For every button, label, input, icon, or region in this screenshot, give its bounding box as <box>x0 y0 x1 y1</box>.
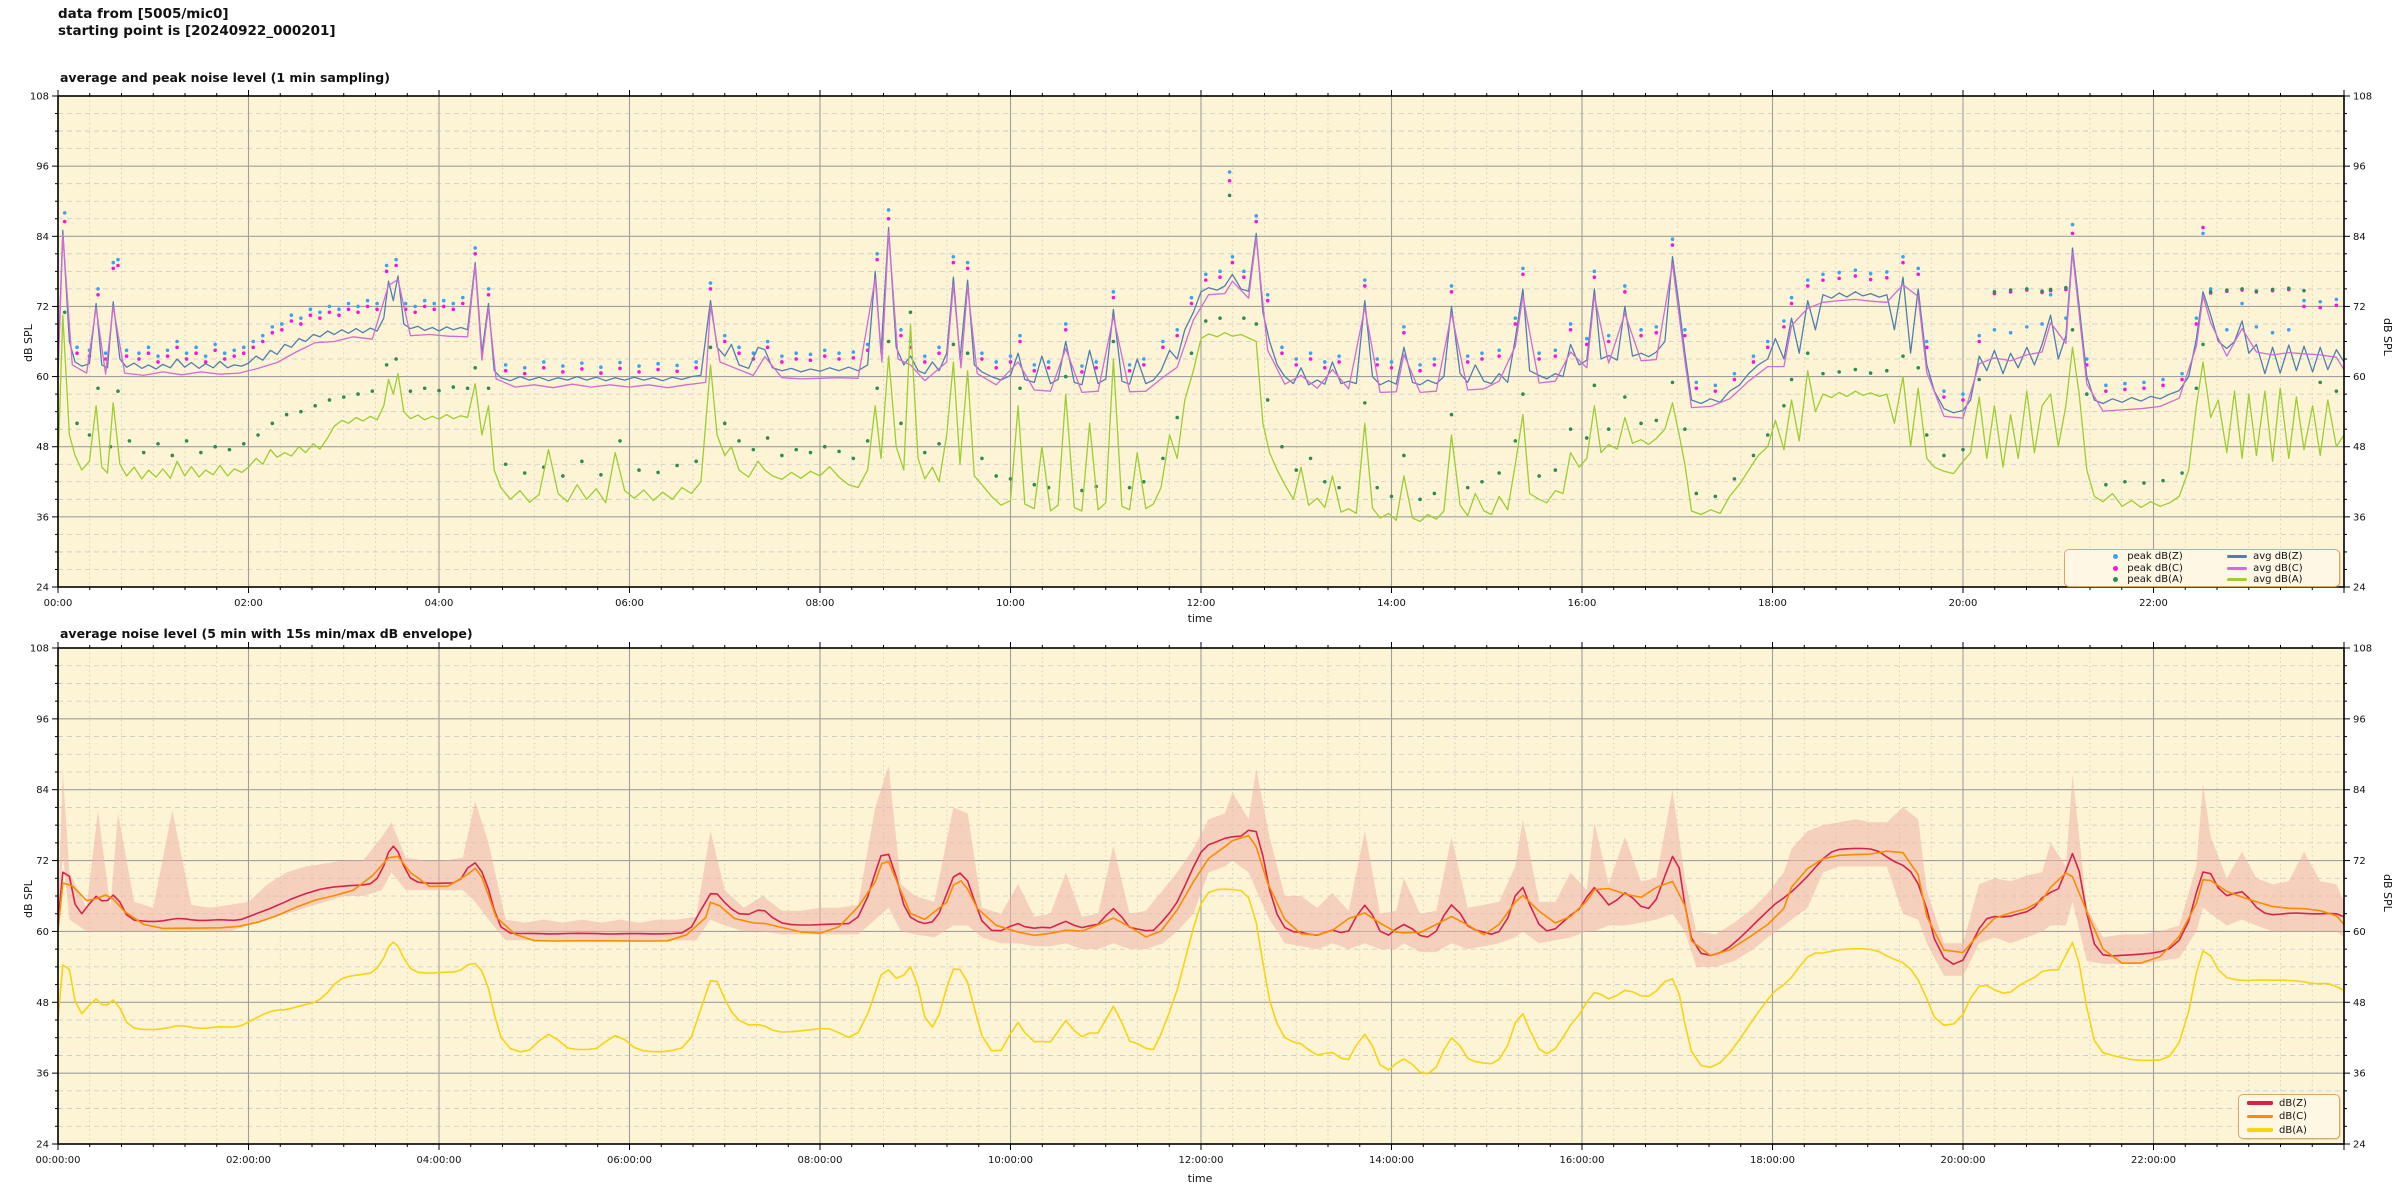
bottom-chart-legend: dB(Z) dB(C) dB(A) <box>2238 1094 2340 1139</box>
svg-text:36: 36 <box>2353 512 2366 523</box>
top-chart-title: average and peak noise level (1 min samp… <box>60 70 390 85</box>
svg-text:96: 96 <box>36 714 49 725</box>
svg-text:02:00: 02:00 <box>234 598 263 609</box>
legend-item-avg-dbc: avg dB(C) <box>2219 563 2303 574</box>
svg-text:36: 36 <box>36 1069 49 1080</box>
svg-text:48: 48 <box>36 998 49 1009</box>
svg-text:08:00:00: 08:00:00 <box>798 1155 843 1166</box>
avg-dba-line-icon <box>2227 578 2248 582</box>
bottom-yaxis-label-right: dB SPL <box>2381 874 2394 912</box>
dbz-line-icon <box>2247 1101 2273 1105</box>
svg-text:96: 96 <box>2353 714 2366 725</box>
svg-text:48: 48 <box>2353 442 2366 453</box>
avg-dbc-line-icon <box>2227 566 2248 570</box>
svg-text:18:00:00: 18:00:00 <box>1750 1155 1795 1166</box>
legend-item-avg-dbz: avg dB(Z) <box>2219 551 2303 562</box>
svg-text:24: 24 <box>2353 583 2366 594</box>
legend-label: dB(A) <box>2279 1124 2307 1136</box>
svg-text:60: 60 <box>36 372 49 383</box>
legend-label: avg dB(A) <box>2253 574 2303 586</box>
svg-text:108: 108 <box>30 644 49 655</box>
dbc-line-icon <box>2247 1114 2273 1119</box>
svg-text:12:00:00: 12:00:00 <box>1179 1155 1224 1166</box>
svg-text:72: 72 <box>36 302 49 313</box>
svg-text:12:00: 12:00 <box>1187 598 1216 609</box>
legend-label: dB(Z) <box>2279 1097 2307 1109</box>
svg-text:84: 84 <box>2353 785 2366 796</box>
svg-text:02:00:00: 02:00:00 <box>226 1155 271 1166</box>
svg-text:10:00: 10:00 <box>996 598 1025 609</box>
svg-text:08:00: 08:00 <box>806 598 835 609</box>
bottom-chart-title: average noise level (5 min with 15s min/… <box>60 626 473 641</box>
peak-dbz-marker-icon <box>2113 553 2119 559</box>
svg-text:06:00: 06:00 <box>615 598 644 609</box>
svg-text:16:00:00: 16:00:00 <box>1560 1155 1605 1166</box>
svg-text:84: 84 <box>36 232 49 243</box>
svg-text:48: 48 <box>2353 998 2366 1009</box>
legend-label: peak dB(C) <box>2127 562 2183 574</box>
svg-text:20:00: 20:00 <box>1949 598 1978 609</box>
svg-text:48: 48 <box>36 442 49 453</box>
svg-text:10:00:00: 10:00:00 <box>988 1155 1033 1166</box>
svg-text:04:00: 04:00 <box>425 598 454 609</box>
svg-text:60: 60 <box>36 927 49 938</box>
bottom-yaxis-label-left: dB SPL <box>22 880 35 918</box>
legend-item-peak-dba: peak dB(A) <box>2101 574 2183 585</box>
legend-item-peak-dbz: peak dB(Z) <box>2101 551 2183 562</box>
svg-text:60: 60 <box>2353 927 2366 938</box>
legend-item-peak-dbc: peak dB(C) <box>2101 563 2183 574</box>
svg-text:18:00: 18:00 <box>1758 598 1787 609</box>
svg-text:96: 96 <box>36 162 49 173</box>
header-start-point: starting point is [20240922_000201] <box>58 23 336 39</box>
svg-text:60: 60 <box>2353 372 2366 383</box>
peak-dba-marker-icon <box>2113 577 2119 583</box>
legend-label: dB(C) <box>2279 1111 2307 1122</box>
peak-dbc-marker-icon <box>2113 565 2119 571</box>
svg-text:04:00:00: 04:00:00 <box>417 1155 462 1166</box>
svg-text:96: 96 <box>2353 162 2366 173</box>
dba-line-icon <box>2247 1128 2273 1132</box>
legend-label: avg dB(C) <box>2253 562 2303 574</box>
svg-text:00:00: 00:00 <box>44 598 73 609</box>
svg-text:22:00:00: 22:00:00 <box>2131 1155 2176 1166</box>
svg-text:06:00:00: 06:00:00 <box>607 1155 652 1166</box>
svg-text:14:00:00: 14:00:00 <box>1369 1155 1414 1166</box>
top-yaxis-label-right: dB SPL <box>2381 318 2394 356</box>
svg-text:72: 72 <box>2353 856 2366 867</box>
svg-text:108: 108 <box>30 92 49 103</box>
svg-text:84: 84 <box>36 785 49 796</box>
svg-text:16:00: 16:00 <box>1568 598 1597 609</box>
svg-text:36: 36 <box>2353 1069 2366 1080</box>
avg-dbz-line-icon <box>2227 554 2248 558</box>
header-data-source: data from [5005/mic0] <box>58 6 229 22</box>
legend-item-avg-dba: avg dB(A) <box>2219 574 2303 585</box>
svg-text:108: 108 <box>2353 92 2372 103</box>
legend-label: peak dB(Z) <box>2127 550 2183 562</box>
svg-text:00:00:00: 00:00:00 <box>36 1155 81 1166</box>
svg-text:24: 24 <box>36 583 49 594</box>
svg-text:24: 24 <box>36 1140 49 1151</box>
bottom-xaxis-label: time <box>1187 1172 1213 1185</box>
svg-text:20:00:00: 20:00:00 <box>1941 1155 1986 1166</box>
svg-text:22:00: 22:00 <box>2139 598 2168 609</box>
svg-text:14:00: 14:00 <box>1377 598 1406 609</box>
svg-text:108: 108 <box>2353 644 2372 655</box>
legend-item-dbz: dB(Z) <box>2239 1098 2339 1109</box>
legend-label: peak dB(A) <box>2127 574 2183 586</box>
svg-text:36: 36 <box>36 512 49 523</box>
svg-text:72: 72 <box>2353 302 2366 313</box>
top-xaxis-label: time <box>1187 612 1213 625</box>
top-yaxis-label-left: dB SPL <box>22 324 35 362</box>
legend-item-dbc: dB(C) <box>2239 1111 2339 1122</box>
legend-label: avg dB(Z) <box>2253 550 2303 562</box>
svg-text:72: 72 <box>36 856 49 867</box>
top-chart-legend: peak dB(Z) peak dB(C) peak dB(A) avg dB(… <box>2064 549 2340 587</box>
svg-text:24: 24 <box>2353 1140 2366 1151</box>
legend-item-dba: dB(A) <box>2239 1125 2339 1136</box>
svg-text:84: 84 <box>2353 232 2366 243</box>
